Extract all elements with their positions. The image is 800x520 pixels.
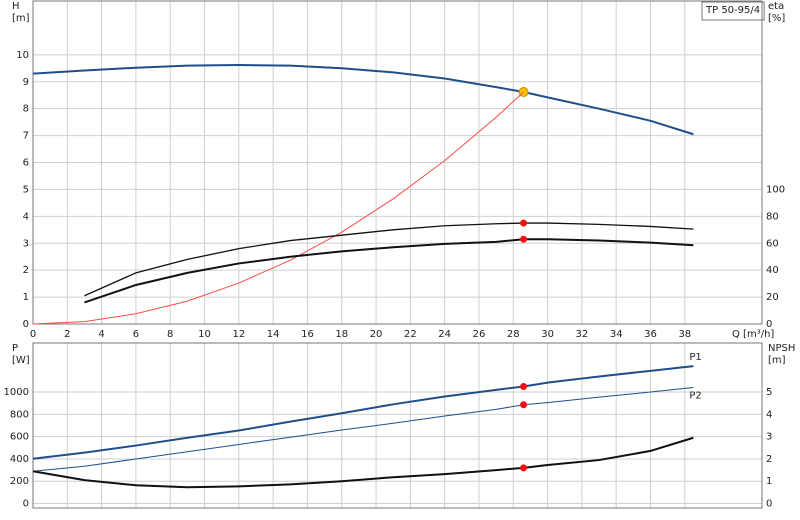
x-tick-label: 34	[610, 329, 623, 340]
x-tick-label: 12	[232, 329, 245, 340]
y-tick-label: 2	[23, 265, 29, 276]
y-tick-label: 3	[23, 238, 29, 249]
y2-tick-label: 1	[766, 476, 772, 487]
y-tick-label: 7	[23, 131, 29, 142]
y2-tick-label: 20	[766, 292, 779, 303]
chart-title: TP 50-95/4	[705, 5, 760, 16]
curve	[32, 436, 694, 489]
curve	[32, 365, 694, 460]
x-tick-label: 10	[198, 329, 211, 340]
x-tick-label: 6	[133, 329, 139, 340]
y2-axis-unit: [%]	[768, 13, 785, 24]
curve	[84, 222, 694, 297]
y2-tick-label: 0	[766, 319, 772, 330]
y2-tick-label: 4	[766, 409, 772, 420]
y-tick-label: 600	[10, 432, 29, 443]
x-tick-label: 2	[64, 329, 70, 340]
y-axis-label: H	[12, 1, 20, 12]
y-tick-label: 8	[23, 104, 29, 115]
duty-point	[520, 401, 528, 409]
y2-axis-label: NPSH	[768, 343, 795, 354]
y2-tick-label: 80	[766, 211, 779, 222]
curve	[32, 386, 694, 472]
y-axis-unit: [W]	[12, 355, 30, 366]
x-tick-label: 24	[438, 329, 451, 340]
x-tick-label: 32	[576, 329, 589, 340]
y-tick-label: 9	[23, 77, 29, 88]
y2-tick-label: 100	[766, 184, 785, 195]
y2-tick-label: 40	[766, 265, 779, 276]
x-tick-label: 16	[301, 329, 314, 340]
x-tick-label: 28	[507, 329, 520, 340]
duty-point	[520, 235, 528, 243]
y2-tick-label: 5	[766, 387, 772, 398]
y-axis-unit: [m]	[12, 13, 30, 24]
y-tick-label: 400	[10, 454, 29, 465]
x-tick-label: 4	[98, 329, 104, 340]
curve	[84, 238, 694, 304]
plot-frame	[32, 342, 763, 509]
y2-tick-label: 2	[766, 454, 772, 465]
x-tick-label: 8	[167, 329, 173, 340]
y-tick-label: 6	[23, 158, 29, 169]
curve	[32, 64, 694, 136]
y-tick-label: 5	[23, 184, 29, 195]
y-tick-label: 1	[23, 292, 29, 303]
curve	[32, 91, 524, 325]
y2-tick-label: 3	[766, 432, 772, 443]
x-tick-label: 22	[404, 329, 417, 340]
y2-tick-label: 60	[766, 238, 779, 249]
y-tick-label: 1000	[4, 387, 29, 398]
x-tick-label: 14	[267, 329, 280, 340]
y2-tick-label: 0	[766, 499, 772, 510]
plot-frame	[32, 0, 763, 325]
x-tick-label: 20	[370, 329, 383, 340]
x-axis-label: Q [m³/h]	[732, 329, 774, 340]
duty-point	[520, 382, 528, 390]
y-tick-label: 0	[23, 499, 29, 510]
duty-point	[520, 464, 528, 472]
y-axis-label: P	[12, 343, 18, 354]
y-tick-label: 4	[23, 211, 29, 222]
x-tick-label: 18	[335, 329, 348, 340]
title-box	[701, 1, 765, 21]
y2-axis-unit: [m]	[768, 355, 786, 366]
x-tick-label: 38	[678, 329, 691, 340]
series-label: P2	[689, 390, 701, 401]
x-tick-label: 30	[541, 329, 554, 340]
y-tick-label: 0	[23, 319, 29, 330]
x-tick-label: 26	[473, 329, 486, 340]
x-tick-label: 0	[30, 329, 36, 340]
y-tick-label: 200	[10, 476, 29, 487]
x-tick-label: 36	[644, 329, 657, 340]
y-tick-label: 800	[10, 409, 29, 420]
series-label: P1	[689, 352, 701, 363]
y2-axis-label: eta	[768, 1, 784, 12]
y-tick-label: 10	[16, 50, 29, 61]
duty-point	[520, 219, 528, 227]
